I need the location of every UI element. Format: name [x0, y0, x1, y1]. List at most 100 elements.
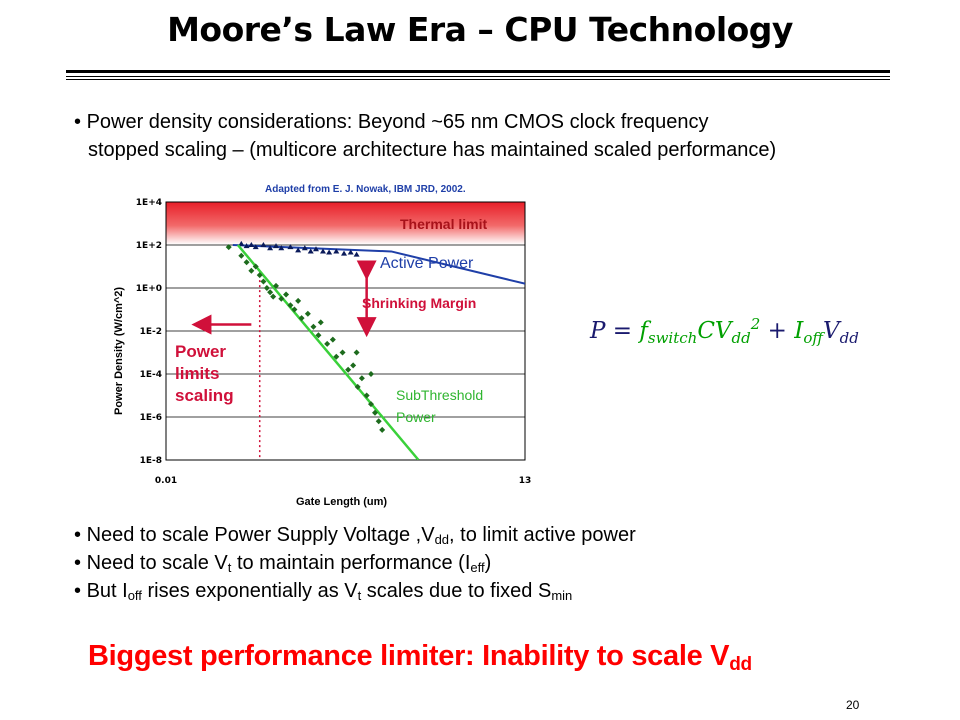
bullet-ioff-rises: • But Ioff rises exponentially as Vt sca… [74, 580, 573, 603]
y-tick-4: 1E-4 [140, 370, 162, 380]
formula-f: f [639, 318, 648, 344]
slide-title: Moore’s Law Era – CPU Technology [167, 10, 793, 49]
subthreshold-point-19 [315, 332, 322, 339]
shrinking-margin-label: Shrinking Margin [362, 295, 476, 311]
active-point-13 [319, 248, 326, 254]
title-rule-thick [66, 70, 890, 73]
subthreshold-point-33 [379, 426, 386, 433]
y-tick-2: 1E+0 [136, 284, 162, 294]
thermal-limit-band [166, 202, 525, 245]
active-point-5 [267, 245, 274, 251]
power-limits-label-3: scaling [175, 386, 234, 405]
y-tick-labels: 1E+4 1E+2 1E+0 1E-2 1E-4 1E-6 1E-8 [136, 198, 162, 466]
subthreshold-point-20 [317, 319, 324, 326]
formula-plus: + [760, 318, 795, 344]
active-point-14 [326, 249, 333, 255]
subthreshold-point-22 [329, 336, 336, 343]
subthreshold-point-3 [248, 267, 255, 274]
active-point-17 [347, 249, 354, 255]
y-tick-3: 1E-2 [140, 327, 162, 337]
x-axis-label: Gate Length (um) [296, 496, 387, 508]
active-point-0 [238, 240, 245, 246]
active-point-8 [287, 244, 294, 250]
bullet-scale-vt-middle: to maintain performance (I [231, 552, 471, 574]
active-point-15 [333, 248, 340, 254]
y-tick-6: 1E-8 [140, 456, 162, 466]
title-rule-thin-1 [66, 76, 890, 77]
bullet-ioff-before: But I [86, 580, 128, 602]
power-density-chart: Adapted from E. J. Nowak, IBM JRD, 2002.… [113, 184, 531, 508]
power-formula: P = fswitchCVdd2 + IoffVdd [590, 317, 859, 347]
active-point-2 [248, 242, 255, 247]
active-point-11 [307, 248, 314, 254]
formula-f-sub: switch [647, 329, 698, 347]
subthreshold-point-28 [358, 375, 365, 382]
subthreshold-label-1: SubThreshold [396, 387, 483, 403]
x-tick-0: 0.01 [155, 476, 177, 486]
bullet-scale-vdd-before: Need to scale Power Supply Voltage ,V [86, 524, 435, 546]
power-limits-label-1: Power [175, 342, 226, 361]
subthreshold-point-26 [350, 362, 357, 369]
bullet-scale-vt: • Need to scale Vt to maintain performan… [74, 552, 492, 575]
bullet-power-density-line2: stopped scaling – (multicore architectur… [88, 139, 777, 161]
bullet-scale-vdd-after: , to limit active power [449, 524, 636, 546]
subthreshold-point-32 [375, 418, 382, 425]
active-point-6 [273, 243, 280, 249]
conclusion-sub: dd [729, 654, 752, 675]
subthreshold-point-9 [270, 293, 277, 300]
formula-v2: V [822, 318, 840, 344]
subthreshold-point-4 [252, 263, 259, 270]
y-tick-5: 1E-6 [140, 413, 162, 423]
subthreshold-label-2: Power [396, 409, 436, 425]
subthreshold-point-11 [278, 295, 285, 302]
bullet-ioff-middle2: scales due to fixed S [361, 580, 552, 602]
formula-cv: CV [697, 318, 732, 344]
subthreshold-point-2 [243, 259, 250, 266]
bullet-power-density-line1: Power density considerations: Beyond ~65… [86, 111, 709, 133]
y-tick-0: 1E+4 [136, 198, 162, 208]
subthreshold-point-34 [367, 371, 374, 377]
bullet-ioff-sub1: off [127, 588, 142, 603]
bullet-scale-vt-before: Need to scale V [86, 552, 228, 574]
formula-lhs: P = [590, 318, 640, 344]
bullet-scale-vt-after: ) [484, 552, 492, 574]
formula-v-sub: dd [731, 329, 751, 347]
subthreshold-point-14 [291, 306, 298, 313]
subthreshold-point-30 [367, 401, 374, 408]
bullet-scale-vdd: • Need to scale Power Supply Voltage ,Vd… [74, 524, 636, 547]
x-tick-1: 13 [519, 476, 532, 486]
subthreshold-point-24 [339, 349, 346, 356]
formula-i-sub: off [803, 329, 823, 347]
conclusion-main: Biggest performance limiter: Inability t… [88, 640, 730, 672]
y-tick-1: 1E+2 [136, 241, 162, 251]
bullet-scale-vdd-sub: dd [434, 532, 450, 547]
chart-series [225, 240, 525, 460]
page-number: 20 [846, 698, 860, 712]
subthreshold-point-12 [283, 291, 290, 298]
conclusion-text: Biggest performance limiter: Inability t… [88, 640, 752, 675]
subthreshold-point-1 [238, 252, 245, 259]
bullet-scale-vt-sub2: eff [470, 560, 485, 575]
subthreshold-point-7 [263, 285, 270, 291]
chart-gridlines [166, 244, 525, 418]
power-limits-label-2: limits [175, 364, 219, 383]
active-point-12 [312, 246, 319, 252]
active-point-16 [341, 250, 348, 256]
subthreshold-point-5 [256, 272, 263, 279]
title-rule-thin-2 [66, 79, 890, 80]
active-power-label: Active Power [380, 255, 474, 272]
bullet-ioff-sub3: min [551, 588, 573, 603]
subthreshold-point-6 [260, 278, 267, 285]
bullet-scale-vt-sub1: t [227, 560, 232, 575]
active-point-3 [252, 244, 259, 250]
active-power-line [232, 244, 525, 285]
x-tick-labels: 0.01 13 [155, 476, 531, 486]
subthreshold-point-17 [304, 310, 311, 317]
active-point-10 [301, 245, 308, 251]
active-point-7 [278, 245, 285, 251]
active-point-1 [243, 243, 250, 249]
subthreshold-point-31 [372, 409, 379, 416]
subthreshold-point-25 [345, 366, 352, 373]
subthreshold-point-15 [295, 297, 302, 304]
bullet-ioff-sub2: t [357, 588, 362, 603]
